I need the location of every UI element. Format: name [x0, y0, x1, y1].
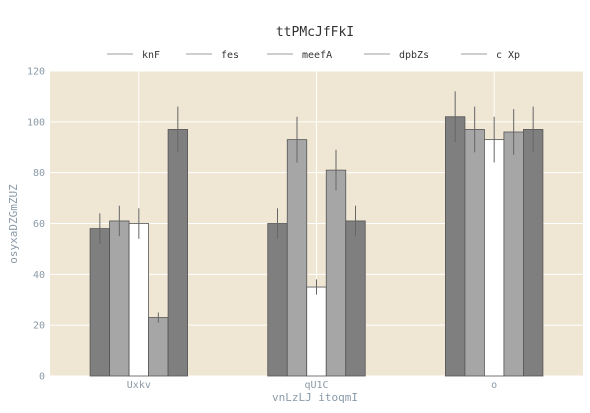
bar	[89, 228, 110, 377]
y-tick-label: 60	[33, 219, 45, 230]
legend-label: knF	[142, 50, 160, 61]
bar	[286, 139, 308, 377]
bar	[345, 220, 366, 377]
bar	[503, 131, 524, 377]
bars	[89, 116, 544, 377]
legend: knF fes meefA dpbZs c Xp	[107, 50, 520, 61]
bar	[267, 223, 288, 377]
x-axis: Uxkv qU1C o	[127, 380, 497, 391]
y-tick-label: 20	[33, 321, 45, 332]
bar	[128, 223, 149, 377]
y-tick-label: 100	[27, 117, 45, 128]
y-axis-label: osyxaDZGmZUZ	[7, 184, 20, 264]
x-axis-label: vnLzLJ itoqmI	[272, 391, 358, 404]
bar	[109, 220, 130, 377]
y-tick-label: 80	[33, 168, 45, 179]
y-axis: 0 20 40 60 80 100 120	[27, 67, 45, 383]
y-tick-label: 40	[33, 270, 45, 281]
bar	[445, 116, 466, 377]
legend-label: fes	[221, 50, 239, 61]
y-tick-label: 120	[27, 67, 45, 78]
x-tick-label: qU1C	[304, 380, 328, 391]
bar	[325, 169, 347, 377]
legend-label: c Xp	[496, 50, 520, 61]
chart-title: ttPMcJfFkI	[276, 25, 354, 40]
x-tick-label: o	[491, 380, 497, 391]
error-bars	[99, 91, 534, 323]
bar	[306, 286, 327, 377]
y-tick-label: 0	[39, 372, 45, 383]
legend-label: meefA	[302, 50, 332, 61]
bar	[523, 129, 544, 377]
legend-label: dpbZs	[399, 50, 429, 61]
bar	[464, 129, 485, 377]
x-tick-label: Uxkv	[127, 380, 151, 391]
bar	[167, 129, 188, 377]
bar	[484, 139, 505, 377]
bar	[148, 317, 169, 377]
